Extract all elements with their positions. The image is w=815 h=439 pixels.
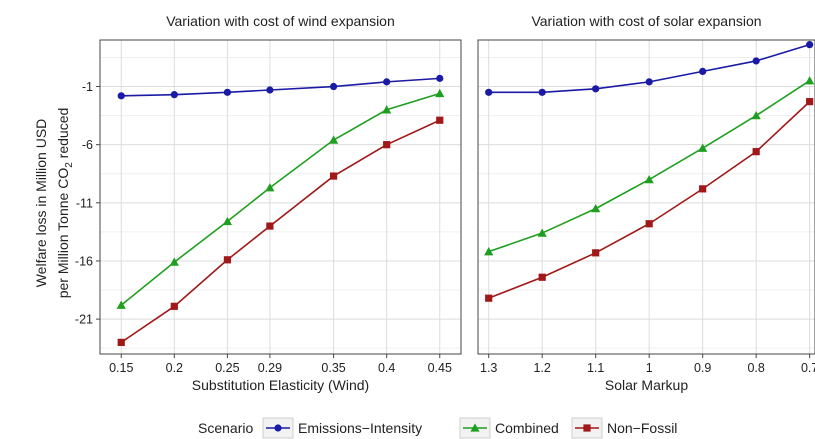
point-emissions-intensity [117, 92, 125, 100]
panel-title: Variation with cost of solar expansion [531, 13, 761, 29]
legend-label: Non−Fossil [607, 420, 677, 436]
legend-key-marker [274, 424, 282, 432]
legend-item-combined: Combined [459, 417, 559, 439]
point-emissions-intensity [699, 67, 707, 75]
point-non-fossil [699, 185, 707, 193]
point-non-fossil [266, 222, 274, 230]
point-combined [116, 300, 126, 309]
point-combined [698, 143, 708, 152]
x-tick-label: 1.2 [533, 361, 550, 375]
point-emissions-intensity [436, 74, 444, 82]
point-emissions-intensity [752, 57, 760, 65]
legend-label: Combined [495, 420, 559, 436]
x-tick-label: 0.7 [801, 361, 815, 375]
legend-title: Scenario [198, 420, 253, 436]
y-tick-label: -6 [82, 138, 93, 152]
point-non-fossil [538, 273, 546, 281]
legend-item-emissions-intensity: Emissions−Intensity [262, 417, 422, 439]
point-non-fossil [485, 294, 493, 302]
x-tick-label: 0.8 [747, 361, 764, 375]
x-tick-label: 0.2 [166, 361, 183, 375]
point-combined [644, 174, 654, 184]
point-combined [591, 204, 601, 213]
point-combined [222, 216, 233, 226]
point-non-fossil [436, 116, 444, 124]
point-combined [435, 88, 445, 98]
point-non-fossil [117, 338, 125, 346]
panel-frame [99, 39, 462, 355]
x-axis-title: Solar Markup [605, 377, 688, 393]
y-axis-title-line2: per Million Tonne CO2 reduced [55, 108, 75, 299]
point-combined [805, 76, 815, 85]
point-non-fossil [806, 98, 814, 106]
point-combined [328, 135, 339, 144]
panel-border [99, 39, 462, 355]
point-emissions-intensity [170, 91, 178, 99]
point-emissions-intensity [383, 78, 391, 86]
point-emissions-intensity [266, 86, 274, 94]
point-combined [265, 183, 275, 192]
point-non-fossil [383, 141, 391, 149]
x-tick-label: 0.29 [258, 361, 282, 375]
x-tick-label: 0.45 [428, 361, 452, 375]
point-non-fossil [645, 220, 653, 228]
y-tick-label: -16 [75, 254, 93, 268]
legend-label: Emissions−Intensity [298, 420, 422, 436]
panel-title: Variation with cost of wind expansion [166, 13, 395, 29]
point-emissions-intensity [485, 88, 493, 96]
point-non-fossil [170, 302, 178, 310]
point-emissions-intensity [538, 88, 546, 96]
x-tick-label: 1.1 [587, 361, 604, 375]
point-non-fossil [752, 148, 760, 156]
y-tick-label: -21 [75, 313, 93, 327]
point-combined [537, 228, 547, 237]
point-emissions-intensity [223, 88, 232, 96]
x-tick-label: 0.15 [109, 361, 133, 375]
panel-1: Variation with cost of wind expansion -1 -… [75, 13, 462, 393]
x-tick-label: 0.9 [694, 361, 711, 375]
legend-key-marker [470, 423, 480, 432]
x-tick-label: 1 [646, 361, 653, 375]
point-combined [382, 105, 392, 114]
point-emissions-intensity [329, 82, 338, 91]
legend: Scenario Emissions−Intensity Combined Non−F… [198, 417, 677, 439]
x-tick-label: 0.4 [378, 361, 395, 375]
panel-border [477, 39, 815, 355]
point-non-fossil [223, 256, 232, 264]
point-emissions-intensity [592, 85, 600, 93]
panel-2: Variation with cost of solar expansion 1.… [477, 13, 815, 393]
y-axis-title-line1: Welfare loss in Million USD [33, 119, 49, 288]
point-non-fossil [329, 172, 338, 180]
panel-frame [477, 39, 815, 355]
x-tick-label: 0.25 [215, 361, 239, 375]
y-tick-label: -11 [76, 196, 93, 210]
point-combined [169, 257, 179, 266]
legend-item-non-fossil: Non−Fossil [571, 417, 677, 439]
point-combined [751, 110, 761, 120]
x-axis-title: Substitution Elasticity (Wind) [192, 377, 369, 393]
point-non-fossil [592, 249, 600, 257]
point-emissions-intensity [645, 78, 653, 86]
x-tick-label: 1.3 [480, 361, 497, 375]
y-tick-label: -1 [82, 80, 93, 94]
point-combined [484, 247, 494, 256]
point-emissions-intensity [806, 41, 814, 49]
x-tick-label: 0.35 [321, 361, 345, 375]
legend-key-marker [583, 424, 591, 432]
